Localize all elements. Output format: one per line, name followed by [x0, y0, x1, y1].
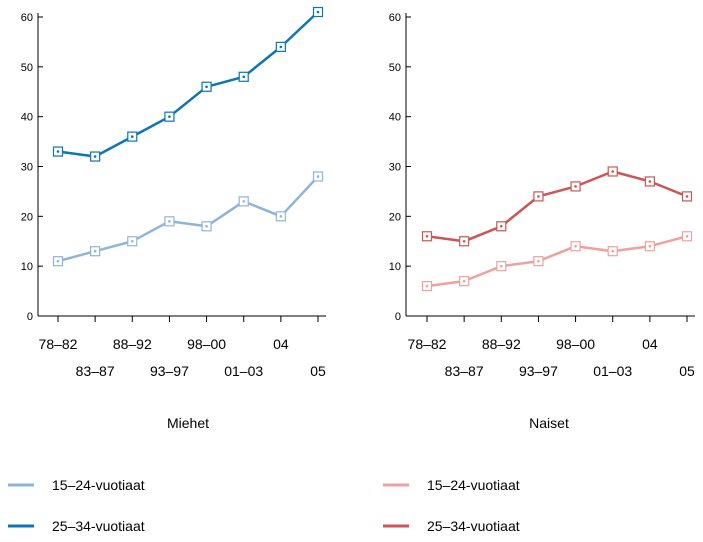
data-point-dot	[242, 75, 246, 79]
data-point-dot	[574, 244, 577, 248]
data-point-dot	[56, 150, 60, 153]
y-tick-label: 10	[21, 261, 33, 273]
y-tick-label: 40	[389, 112, 401, 124]
data-point-dot	[56, 259, 60, 263]
x-axis-label: Miehet	[167, 415, 209, 431]
data-point-dot	[130, 135, 134, 138]
series-line	[426, 170, 688, 243]
data-point-dot	[168, 115, 171, 118]
x-tick-label: 93–97	[519, 363, 558, 379]
data-point-dot	[242, 200, 246, 203]
chart-panel-1: 0 10 20 30 40 50 60 78–82 83–87 88–92 93–97 98–00 01…	[21, 6, 326, 431]
legend-entry: 15–24-vuotiaat	[383, 477, 520, 493]
data-point-dot	[499, 225, 503, 228]
y-tick-label: 60	[21, 12, 33, 24]
x-tick-label: 98–00	[556, 336, 595, 352]
y-tick-label: 0	[395, 311, 401, 323]
y-tick-label: 0	[27, 311, 33, 323]
data-point-dot	[648, 244, 652, 248]
x-tick-label: 78–82	[408, 336, 447, 352]
legend-label: 15–24-vuotiaat	[52, 477, 145, 493]
series-2	[421, 166, 693, 247]
legend-entry: 15–24-vuotiaat	[8, 477, 145, 493]
data-point-dot	[462, 279, 466, 283]
data-point-dot	[279, 215, 283, 218]
x-tick-label: 05	[310, 363, 326, 379]
y-tick-label: 30	[389, 162, 401, 174]
data-point-dot	[425, 284, 429, 288]
x-tick-label: 98–00	[187, 336, 226, 352]
data-point-dot	[316, 10, 320, 14]
x-tick-label: 88–92	[482, 336, 521, 352]
y-tick-label: 20	[389, 211, 401, 223]
legend-label: 15–24-vuotiaat	[427, 477, 520, 493]
series-line	[57, 175, 319, 263]
y-tick-label: 40	[21, 112, 33, 124]
data-point-dot	[205, 85, 208, 89]
series-2	[52, 6, 324, 162]
data-point-dot	[205, 225, 208, 228]
data-point-dot	[316, 175, 320, 178]
x-tick-label: 01–03	[593, 363, 632, 379]
legend-label: 25–34-vuotiaat	[52, 518, 145, 534]
x-tick-label: 78–82	[39, 336, 78, 352]
x-tick-label: 83–87	[76, 363, 115, 379]
x-tick-label: 83–87	[445, 363, 484, 379]
y-tick-label: 60	[389, 12, 401, 24]
x-tick-label: 04	[273, 336, 289, 352]
series-line	[57, 11, 319, 158]
x-tick-label: 05	[679, 363, 695, 379]
data-point-dot	[685, 195, 689, 198]
data-point-dot	[611, 249, 615, 253]
legend-entry: 25–34-vuotiaat	[8, 518, 145, 534]
x-tick-label: 88–92	[113, 336, 152, 352]
data-point-dot	[611, 170, 615, 173]
data-point-dot	[648, 180, 652, 183]
data-point-dot	[685, 234, 689, 238]
x-axis-label: Naiset	[529, 415, 569, 431]
data-point-dot	[93, 155, 97, 158]
data-point-dot	[537, 259, 540, 263]
data-point-dot	[93, 249, 97, 253]
series-1	[52, 171, 324, 267]
y-tick-label: 10	[389, 261, 401, 273]
data-point-dot	[499, 264, 503, 268]
legend-label: 25–34-vuotiaat	[427, 518, 520, 534]
data-point-dot	[130, 239, 134, 243]
data-point-dot	[425, 234, 429, 238]
series-line	[426, 235, 688, 288]
y-tick-label: 30	[21, 162, 33, 174]
x-tick-label: 04	[642, 336, 658, 352]
y-tick-label: 20	[21, 211, 33, 223]
y-tick-label: 50	[389, 62, 401, 74]
series-1	[421, 231, 693, 292]
data-point-dot	[168, 220, 171, 223]
data-point-dot	[279, 45, 283, 49]
x-tick-label: 01–03	[224, 363, 263, 379]
data-point-dot	[537, 195, 540, 198]
y-tick-label: 50	[21, 62, 33, 74]
x-tick-label: 93–97	[150, 363, 189, 379]
chart-panel-2: 0 10 20 30 40 50 60 78–82 83–87 88–92 93–97 98–00 01…	[389, 12, 695, 431]
legend-entry: 25–34-vuotiaat	[383, 518, 520, 534]
data-point-dot	[462, 239, 466, 243]
data-point-dot	[574, 185, 577, 188]
